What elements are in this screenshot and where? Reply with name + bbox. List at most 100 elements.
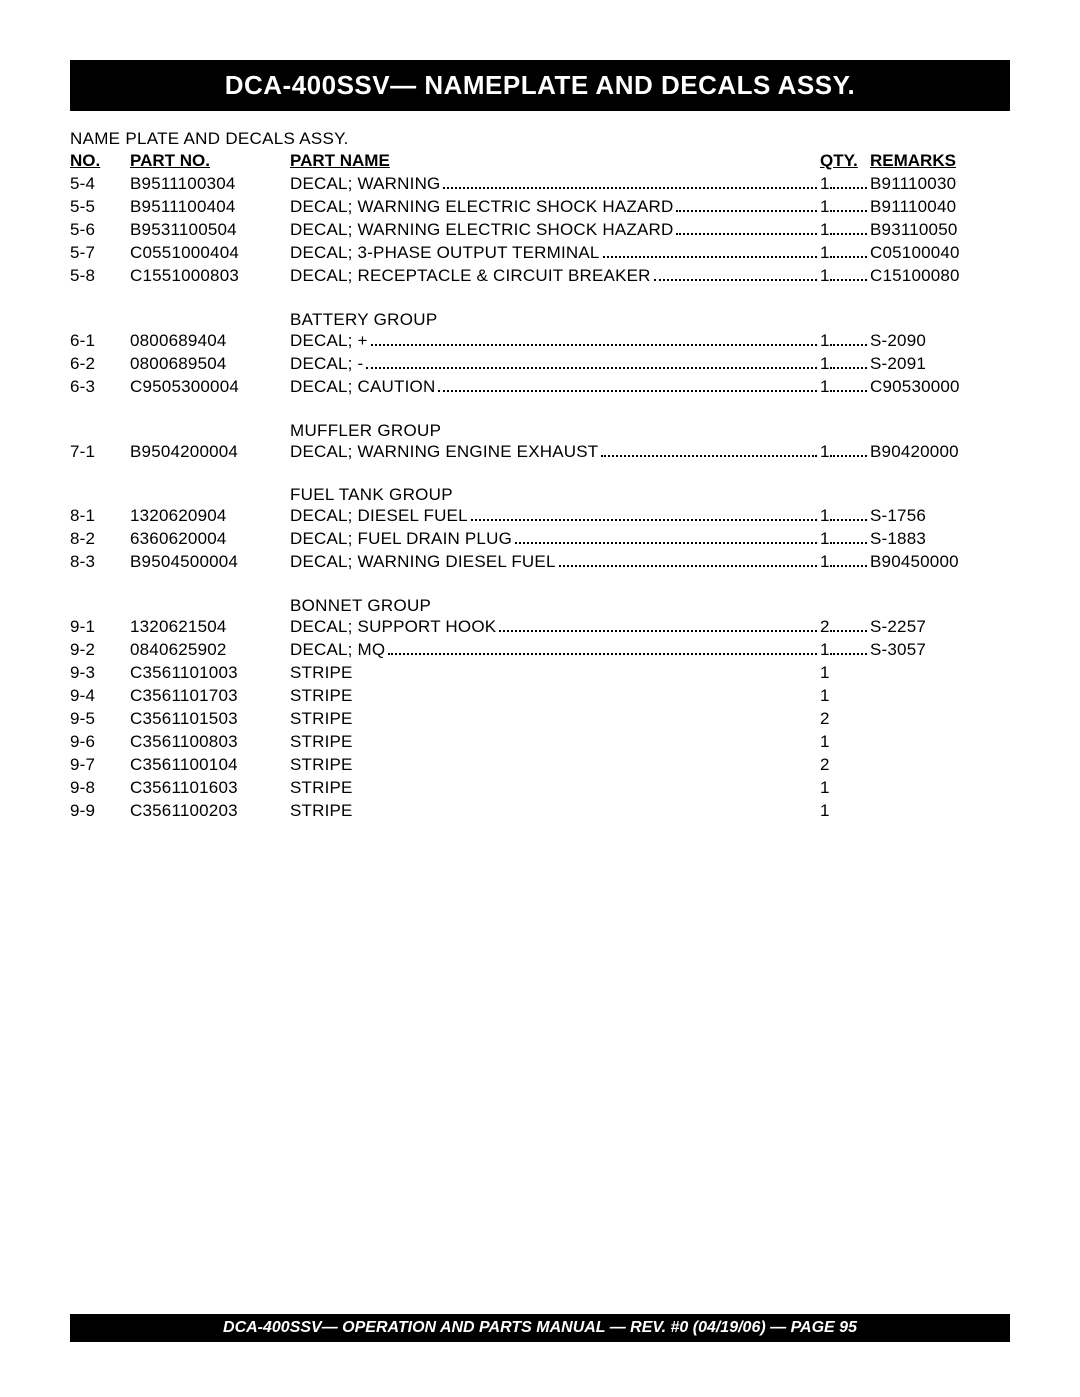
cell-no: 9-9 (70, 800, 130, 823)
table-row: 8-3B9504500004DECAL; WARNING DIESEL FUEL… (70, 551, 1010, 574)
table-row: 5-5B9511100404DECAL; WARNING ELECTRIC SH… (70, 196, 1010, 219)
table-row: 5-6B9531100504DECAL; WARNING ELECTRIC SH… (70, 219, 1010, 242)
cell-qty: 1 (820, 196, 870, 219)
cell-remarks (870, 662, 1010, 685)
cell-no: 9-8 (70, 777, 130, 800)
cell-no: 6-2 (70, 353, 130, 376)
cell-partno: 0840625902 (130, 639, 290, 662)
cell-remarks: S-3057 (870, 639, 1010, 662)
cell-remarks (870, 685, 1010, 708)
table-row: 5-7C0551000404DECAL; 3-PHASE OUTPUT TERM… (70, 242, 1010, 265)
cell-partno: C3561101503 (130, 708, 290, 731)
cell-partno: B9531100504 (130, 219, 290, 242)
group-heading: BONNET GROUP (290, 596, 1010, 616)
cell-no: 9-2 (70, 639, 130, 662)
cell-remarks: B90450000 (870, 551, 1010, 574)
table-row: 8-26360620004DECAL; FUEL DRAIN PLUG1S-18… (70, 528, 1010, 551)
cell-no: 5-8 (70, 265, 130, 288)
cell-partname: DECAL; FUEL DRAIN PLUG (290, 528, 820, 551)
table-row: 9-7C3561100104STRIPE2 (70, 754, 1010, 777)
cell-partno: C1551000803 (130, 265, 290, 288)
table-row: 8-11320620904DECAL; DIESEL FUEL1S-1756 (70, 505, 1010, 528)
cell-no: 8-1 (70, 505, 130, 528)
cell-remarks: S-2091 (870, 353, 1010, 376)
cell-no: 7-1 (70, 441, 130, 464)
cell-no: 9-1 (70, 616, 130, 639)
cell-remarks (870, 731, 1010, 754)
cell-partno: 1320620904 (130, 505, 290, 528)
table-row: 7-1B9504200004DECAL; WARNING ENGINE EXHA… (70, 441, 1010, 464)
cell-qty: 1 (820, 800, 870, 823)
parts-table-body: 5-4B9511100304DECAL; WARNING1B911100305-… (70, 173, 1010, 823)
cell-no: 8-2 (70, 528, 130, 551)
table-row: 9-4C3561101703STRIPE1 (70, 685, 1010, 708)
cell-partname: DECAL; DIESEL FUEL (290, 505, 820, 528)
cell-no: 5-5 (70, 196, 130, 219)
cell-qty: 2 (820, 754, 870, 777)
table-row: 9-20840625902DECAL; MQ1S-3057 (70, 639, 1010, 662)
table-row: 9-6C3561100803STRIPE1 (70, 731, 1010, 754)
cell-partname: STRIPE (290, 731, 820, 754)
cell-no: 9-7 (70, 754, 130, 777)
page-title: DCA-400SSV— NAMEPLATE AND DECALS ASSY. (225, 70, 856, 100)
cell-qty: 1 (820, 330, 870, 353)
cell-qty: 2 (820, 616, 870, 639)
table-row: 9-3C3561101003STRIPE1 (70, 662, 1010, 685)
cell-partname: STRIPE (290, 708, 820, 731)
cell-no: 5-7 (70, 242, 130, 265)
cell-partname: DECAL; SUPPORT HOOK (290, 616, 820, 639)
footer-bar: DCA-400SSV— OPERATION AND PARTS MANUAL —… (70, 1314, 1010, 1342)
cell-qty: 2 (820, 708, 870, 731)
table-row: 9-5C3561101503STRIPE2 (70, 708, 1010, 731)
cell-partname: DECAL; RECEPTACLE & CIRCUIT BREAKER (290, 265, 820, 288)
cell-remarks: B91110040 (870, 196, 1010, 219)
cell-no: 5-4 (70, 173, 130, 196)
cell-qty: 1 (820, 662, 870, 685)
cell-no: 5-6 (70, 219, 130, 242)
cell-remarks (870, 800, 1010, 823)
cell-partno: C3561100203 (130, 800, 290, 823)
page-title-bar: DCA-400SSV— NAMEPLATE AND DECALS ASSY. (70, 60, 1010, 111)
cell-qty: 1 (820, 685, 870, 708)
cell-remarks: S-2257 (870, 616, 1010, 639)
cell-remarks: B93110050 (870, 219, 1010, 242)
cell-partno: 0800689404 (130, 330, 290, 353)
cell-remarks: S-1883 (870, 528, 1010, 551)
header-remarks: REMARKS (870, 151, 1010, 171)
table-row: 9-9C3561100203STRIPE1 (70, 800, 1010, 823)
header-partno: PART NO. (130, 151, 290, 171)
cell-partno: C3561101703 (130, 685, 290, 708)
cell-partname: DECAL; WARNING (290, 173, 820, 196)
cell-qty: 1 (820, 777, 870, 800)
cell-partname: DECAL; WARNING ENGINE EXHAUST (290, 441, 820, 464)
cell-partname: DECAL; 3-PHASE OUTPUT TERMINAL (290, 242, 820, 265)
header-no: NO. (70, 151, 130, 171)
cell-qty: 1 (820, 376, 870, 399)
cell-partno: 0800689504 (130, 353, 290, 376)
cell-qty: 1 (820, 242, 870, 265)
cell-no: 8-3 (70, 551, 130, 574)
page: DCA-400SSV— NAMEPLATE AND DECALS ASSY. N… (0, 0, 1080, 1397)
cell-partno: C3561100104 (130, 754, 290, 777)
cell-remarks (870, 777, 1010, 800)
cell-qty: 1 (820, 639, 870, 662)
table-row: 5-4B9511100304DECAL; WARNING1B91110030 (70, 173, 1010, 196)
cell-remarks (870, 754, 1010, 777)
cell-remarks: B90420000 (870, 441, 1010, 464)
table-row: 5-8C1551000803DECAL; RECEPTACLE & CIRCUI… (70, 265, 1010, 288)
cell-partno: C3561101003 (130, 662, 290, 685)
footer-text: DCA-400SSV— OPERATION AND PARTS MANUAL —… (223, 1319, 857, 1336)
cell-remarks: C05100040 (870, 242, 1010, 265)
cell-partname: STRIPE (290, 800, 820, 823)
cell-qty: 1 (820, 219, 870, 242)
cell-partname: DECAL; WARNING ELECTRIC SHOCK HAZARD (290, 196, 820, 219)
cell-qty: 1 (820, 265, 870, 288)
cell-partname: STRIPE (290, 777, 820, 800)
cell-partname: DECAL; - (290, 353, 820, 376)
table-row: 6-3C9505300004DECAL; CAUTION1C90530000 (70, 376, 1010, 399)
cell-partname: DECAL; CAUTION (290, 376, 820, 399)
cell-remarks: S-2090 (870, 330, 1010, 353)
table-row: 6-10800689404DECAL; +1S-2090 (70, 330, 1010, 353)
table-row: 9-11320621504DECAL; SUPPORT HOOK2S-2257 (70, 616, 1010, 639)
cell-partno: C0551000404 (130, 242, 290, 265)
